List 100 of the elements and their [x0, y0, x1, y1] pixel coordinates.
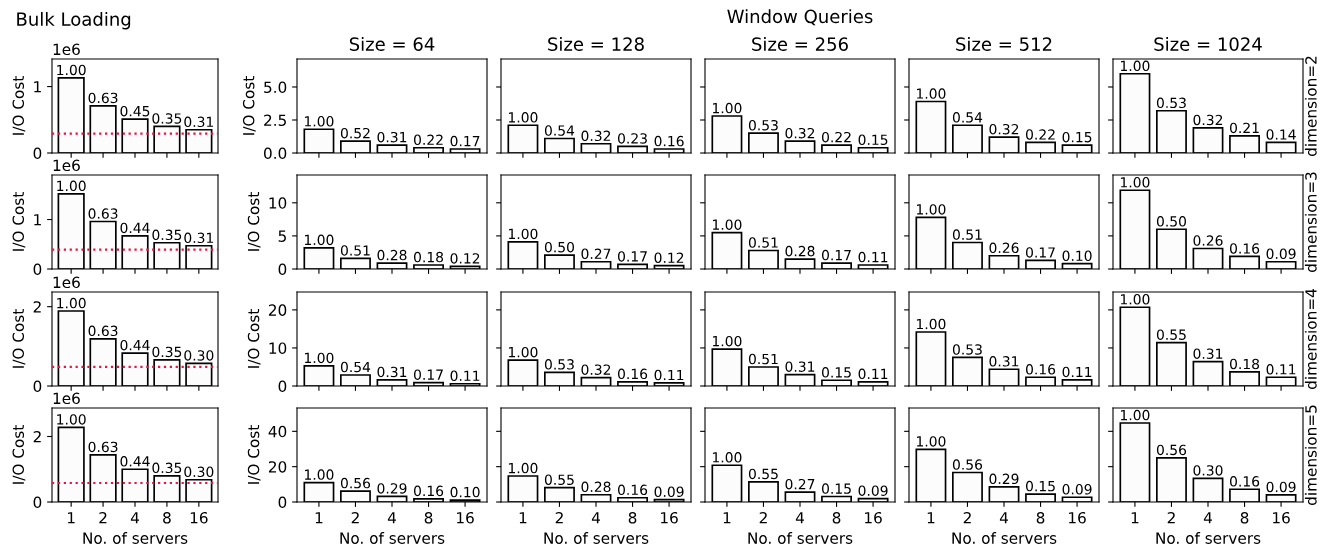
annotation: 0.30	[184, 350, 214, 361]
annotation: 0.15	[1062, 131, 1092, 143]
y2-axis-title: dimension=5	[1304, 405, 1317, 505]
y-tick-label: 2	[33, 430, 41, 443]
annotation: 1.00	[916, 436, 946, 447]
chart-title: Size = 1024	[1154, 36, 1262, 51]
annotation: 0.21	[1229, 122, 1259, 134]
y-tick-label: 10	[269, 342, 287, 354]
annotation: 0.44	[120, 339, 150, 351]
annotation: 1.00	[508, 112, 538, 123]
y-tick-label: 2	[33, 301, 41, 313]
x-tick-label: 2	[99, 511, 107, 524]
annotation: 0.54	[952, 112, 983, 123]
annotation: 0.56	[1156, 444, 1187, 456]
annotation: 0.26	[989, 242, 1019, 254]
annotation: 0.32	[1193, 114, 1223, 126]
x-axis-title: No. of servers	[340, 532, 445, 544]
annotation: 0.31	[377, 366, 407, 378]
chart-title: Size = 256	[752, 36, 848, 51]
x-axis-title: No. of servers	[952, 532, 1057, 544]
annotation: 0.27	[785, 478, 815, 490]
chart-title: Bulk Loading	[17, 11, 131, 30]
y2-axis-title: dimension=4	[1304, 289, 1317, 389]
chart-title: Size = 512	[956, 36, 1052, 51]
annotation: 0.51	[748, 353, 778, 365]
annotation: 1.00	[1120, 294, 1150, 305]
x-axis-title: No. of servers	[748, 532, 853, 544]
annotation: 0.11	[654, 369, 684, 381]
annotation: 0.09	[1062, 484, 1092, 495]
annotation: 0.53	[1156, 97, 1186, 109]
annotation: 0.31	[1193, 348, 1223, 359]
x-tick-label: 16	[1069, 511, 1086, 524]
annotation: 1.00	[508, 462, 538, 474]
annotation: 1.00	[916, 88, 946, 99]
y-tick-label: 0	[33, 496, 42, 509]
annotation: 0.63	[88, 325, 118, 337]
annotation: 0.35	[152, 229, 182, 241]
annotation: 0.15	[821, 483, 851, 494]
x-tick-label: 8	[1036, 511, 1045, 524]
annotation: 0.55	[748, 468, 778, 480]
annotation: 1.00	[712, 102, 742, 114]
x-tick-label: 4	[387, 512, 396, 524]
x-tick-label: 1	[1131, 512, 1139, 524]
annotation: 0.11	[1062, 366, 1092, 378]
y-tick-label: 20	[268, 304, 287, 316]
annotation: 0.17	[1025, 247, 1055, 258]
x-axis-title: No. of servers	[544, 532, 649, 544]
annotation: 1.00	[916, 204, 946, 215]
x-tick-label: 2	[555, 511, 563, 524]
annotation: 0.09	[1266, 248, 1296, 260]
x-tick-label: 4	[795, 512, 804, 524]
x-tick-label: 2	[759, 511, 767, 524]
x-tick-label: 8	[832, 511, 841, 524]
x-tick-label: 1	[927, 512, 935, 524]
annotation: 1.00	[304, 116, 334, 127]
x-tick-label: 16	[457, 511, 474, 524]
x-tick-label: 4	[130, 512, 139, 524]
annotation: 0.16	[617, 484, 648, 496]
x-tick-label: 16	[190, 511, 208, 524]
annotation: 0.16	[617, 368, 648, 380]
annotation: 0.09	[858, 485, 888, 496]
x-tick-label: 2	[963, 511, 971, 524]
annotation: 0.63	[88, 441, 118, 453]
annotation: 0.55	[1156, 329, 1186, 340]
x-tick-label: 4	[1203, 512, 1212, 524]
annotation: 0.17	[450, 135, 480, 147]
y-axis-title: I/O Cost	[247, 425, 261, 484]
y-axis-title: I/O Cost	[12, 76, 26, 135]
annotation: 0.52	[340, 127, 370, 139]
annotation: 0.32	[785, 127, 815, 139]
annotation: 0.35	[152, 346, 182, 358]
y-axis-title: I/O Cost	[12, 309, 26, 368]
annotation: 0.55	[544, 474, 574, 485]
annotation: 0.56	[952, 459, 983, 470]
text: Window Queries	[727, 9, 873, 26]
annotation: 0.44	[120, 456, 150, 467]
x-tick-label: 1	[67, 512, 75, 524]
annotation: 0.50	[544, 241, 574, 253]
y-tick-label: 0	[278, 263, 287, 276]
text: 1e6	[53, 276, 80, 289]
annotation: 1.00	[57, 64, 86, 76]
annotation: 0.28	[785, 245, 815, 257]
annotation: 0.22	[821, 131, 851, 143]
annotation: 0.11	[450, 370, 480, 382]
annotation: 1.00	[304, 234, 334, 246]
annotation: 0.18	[413, 251, 444, 263]
y-axis-title: I/O Cost	[247, 309, 261, 368]
annotation: 0.22	[413, 134, 443, 146]
annotation: 0.16	[1229, 476, 1260, 487]
y-tick-label: 5	[278, 230, 286, 242]
x-tick-label: 16	[1273, 511, 1290, 524]
x-tick-label: 16	[661, 511, 678, 524]
annotation: 1.00	[1120, 60, 1150, 72]
annotation: 0.15	[821, 367, 851, 378]
annotation: 0.22	[1025, 129, 1055, 140]
text: 1e6	[53, 159, 80, 172]
annotation: 1.00	[57, 180, 86, 192]
annotation: 0.18	[1229, 358, 1260, 370]
y-axis-title: I/O Cost	[247, 192, 261, 251]
x-tick-label: 1	[315, 512, 323, 524]
